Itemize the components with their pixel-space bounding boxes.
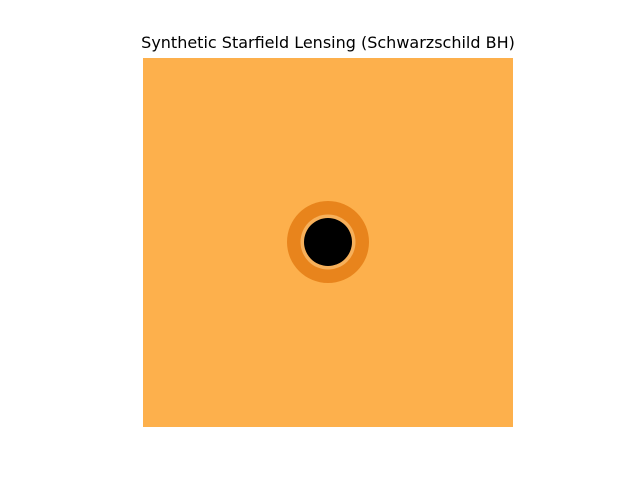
lensing-image	[143, 58, 513, 427]
black-hole-shadow	[304, 218, 352, 266]
figure-title: Synthetic Starfield Lensing (Schwarzschi…	[141, 33, 515, 52]
